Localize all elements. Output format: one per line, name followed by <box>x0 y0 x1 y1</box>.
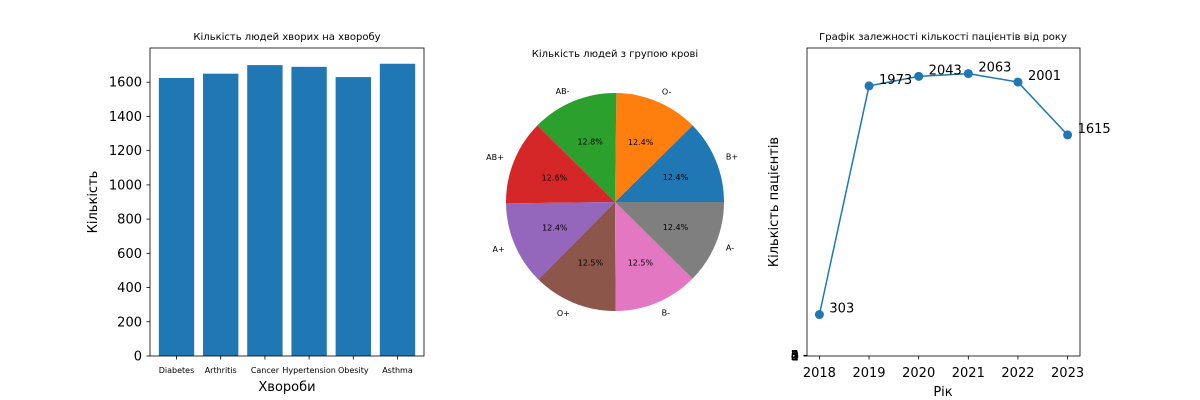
y-tick-label: 2 <box>791 349 799 364</box>
y-tick-label: 0 <box>134 350 142 365</box>
x-tick-label: Obesity <box>338 366 369 375</box>
pie-slice <box>615 202 693 311</box>
data-point-label: 303 <box>829 302 854 317</box>
data-point-label: 1973 <box>879 73 912 88</box>
y-tick-label: 200 <box>117 315 142 330</box>
x-tick-label: 2023 <box>1051 366 1084 381</box>
line-chart-xlabel: Рік <box>933 385 952 400</box>
pie-percent-label: 12.4% <box>542 224 568 233</box>
y-tick-label: 600 <box>117 247 142 262</box>
y-tick-label: 0 <box>791 350 799 365</box>
bar <box>247 65 283 356</box>
pie-percent-label: 12.5% <box>578 259 604 268</box>
data-point-label: 2043 <box>929 63 962 78</box>
pie-category-label: O- <box>662 88 672 97</box>
bar-chart-ylabel: Кількість <box>86 171 101 234</box>
x-tick-label: 2018 <box>803 366 836 381</box>
y-tick-label: 400 <box>117 281 142 296</box>
pie-slice <box>506 202 615 280</box>
y-tick-label: 1000 <box>109 178 142 193</box>
y-tick-label: 1200 <box>109 144 142 159</box>
data-point <box>864 81 874 91</box>
pie-slice <box>537 93 617 202</box>
data-point <box>963 69 973 79</box>
pie-chart-title: Кількість людей з групою крові <box>532 48 698 60</box>
pie-category-label: B+ <box>726 152 738 161</box>
pie-percent-label: 12.4% <box>628 138 654 147</box>
x-tick-label: Diabetes <box>159 366 195 375</box>
pie-slice <box>615 93 693 202</box>
data-point-label: 2001 <box>1028 69 1061 84</box>
pie-slice <box>615 125 724 202</box>
pie-chart-blood-groups: Кількість людей з групою крові 12.4% B+ 12… <box>486 48 738 318</box>
y-tick-label: 4 <box>791 349 799 364</box>
data-point-label: 2063 <box>978 61 1011 76</box>
y-tick-label: 800 <box>117 213 142 228</box>
y-tick-label: 1400 <box>109 110 142 125</box>
bar <box>203 73 239 357</box>
y-tick-label: 3 <box>791 349 799 364</box>
bar <box>379 63 416 357</box>
line-chart-ylabel: Кількість пацієнтів <box>767 137 782 267</box>
x-tick-label: 2022 <box>1001 366 1034 381</box>
data-point-label: 1615 <box>1078 122 1111 137</box>
x-tick-label: Asthma <box>382 366 413 375</box>
data-point <box>1063 130 1073 140</box>
bar <box>335 77 371 356</box>
bar-chart-diseases: Кількість людей хворих на хворобу 0 200 40… <box>86 31 425 395</box>
pie-slice <box>538 202 616 312</box>
pie-category-label: A+ <box>492 245 504 254</box>
data-point <box>1013 77 1023 87</box>
line-chart-patients: Графік залежності кількості пацієнтів ві… <box>767 31 1111 400</box>
bar <box>291 66 327 357</box>
x-tick-label: Arthritis <box>205 366 237 375</box>
pie-category-label: AB+ <box>486 153 504 162</box>
pie-percent-label: 12.6% <box>542 174 568 183</box>
bar <box>158 77 195 356</box>
data-point <box>914 71 924 81</box>
x-tick-label: 2021 <box>952 366 985 381</box>
x-tick-label: Cancer <box>251 366 280 375</box>
line-chart-frame <box>806 47 1081 357</box>
pie-category-label: AB- <box>556 87 570 96</box>
y-tick-label: 1600 <box>109 76 142 91</box>
x-tick-label: 2020 <box>902 366 935 381</box>
pie-slice <box>505 125 615 204</box>
pie-percent-label: 12.4% <box>663 173 689 182</box>
bar-chart-title: Кількість людей хворих на хворобу <box>193 31 380 43</box>
y-tick-label: 1 <box>791 349 799 364</box>
pie-category-label: B- <box>662 308 670 317</box>
pie-percent-label: 12.5% <box>628 258 654 267</box>
bar-chart-xlabel: Хвороби <box>258 380 315 395</box>
series-line <box>818 72 1069 315</box>
x-tick-label: Hypertension <box>282 366 336 375</box>
pie-slice <box>615 202 724 279</box>
data-point <box>814 310 824 320</box>
pie-category-label: A- <box>726 244 734 253</box>
x-tick-label: 2019 <box>852 366 885 381</box>
pie-category-label: O+ <box>557 309 570 318</box>
pie-percent-label: 12.8% <box>577 137 603 146</box>
pie-percent-label: 12.4% <box>663 223 689 232</box>
bar-chart-frame <box>149 47 425 357</box>
y-tick-label: 5 <box>791 349 799 364</box>
line-chart-title: Графік залежності кількості пацієнтів ві… <box>819 31 1067 43</box>
